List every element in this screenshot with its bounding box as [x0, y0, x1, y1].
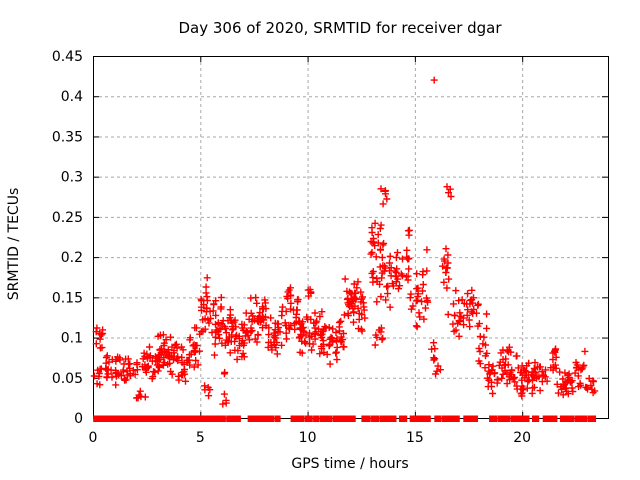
gridlines	[93, 56, 608, 418]
y-tick-label: 0.1	[61, 331, 83, 347]
zero-value-markers	[93, 415, 597, 422]
y-tick-label: 0.2	[61, 250, 83, 266]
y-tick-label: 0	[74, 411, 83, 427]
x-tick-label: 0	[89, 430, 98, 446]
y-axis-label: SRMTID / TECUs	[6, 188, 22, 301]
data-points	[90, 76, 599, 408]
y-tick-label: 0.4	[61, 89, 83, 105]
x-tick-label: 10	[299, 430, 317, 446]
x-axis-label: GPS time / hours	[291, 456, 408, 472]
tick-labels: 0 0.05 0.1 0.15 0.2 0.25 0.3 0.35 0.4 0.45 0 5 10 15 2…	[52, 49, 531, 446]
x-tick-label: 20	[513, 430, 531, 446]
y-tick-label: 0.05	[52, 371, 83, 387]
plot-generated-layer: 0 0.05 0.1 0.15 0.2 0.25 0.3 0.35 0.4 0.45 0 5 10 15 2…	[52, 49, 609, 446]
x-tick-label: 15	[406, 430, 424, 446]
y-tick-label: 0.15	[52, 290, 83, 306]
chart-title: Day 306 of 2020, SRMTID for receiver dga…	[178, 19, 502, 37]
y-tick-label: 0.35	[52, 129, 83, 145]
y-tick-label: 0.3	[61, 170, 83, 186]
y-tick-label: 0.25	[52, 210, 83, 226]
y-tick-label: 0.45	[52, 49, 83, 65]
x-tick-label: 5	[196, 430, 205, 446]
